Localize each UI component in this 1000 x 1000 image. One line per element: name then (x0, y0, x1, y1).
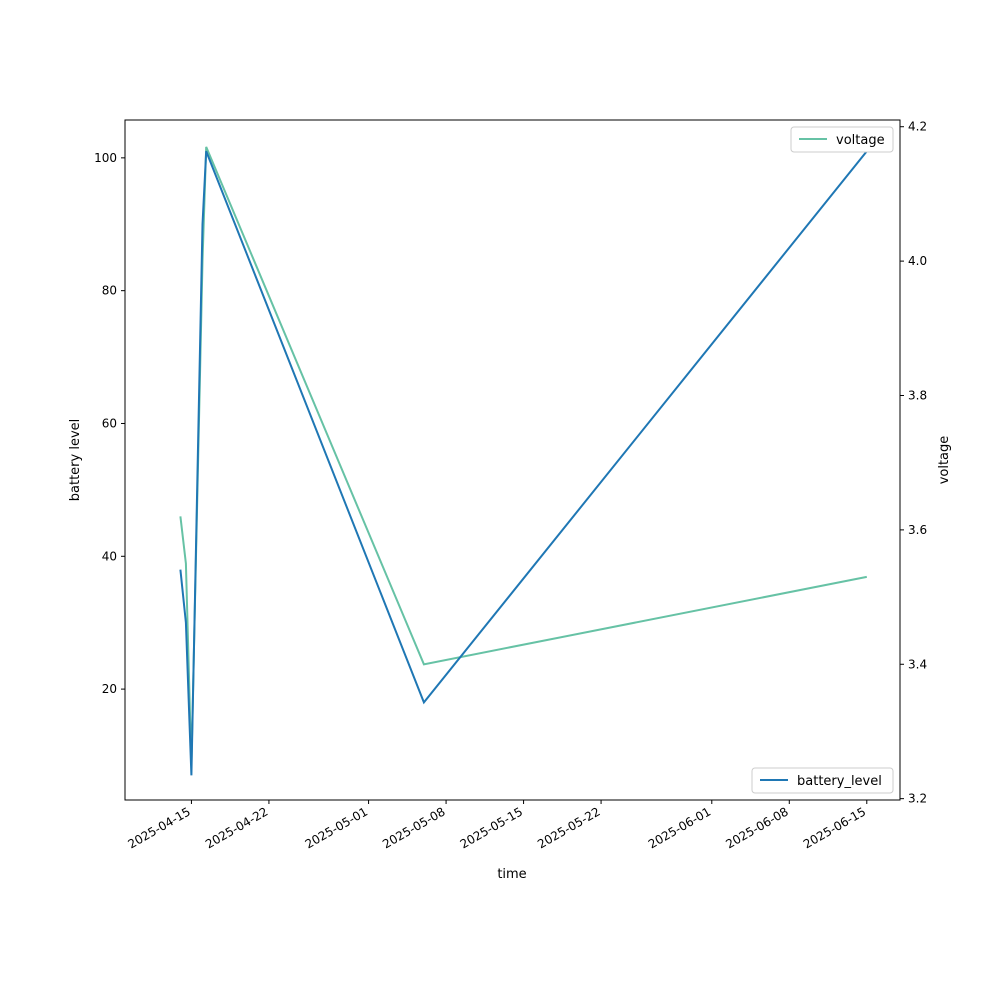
plot-area (124, 119, 901, 801)
x-tick-label: 2025-04-22 (203, 804, 270, 851)
y-left-tick-label: 100 (94, 151, 117, 165)
x-axis-label: time (497, 867, 526, 882)
x-tick-label: 2025-05-01 (303, 804, 370, 851)
y-axis-left-label: battery level (68, 419, 83, 502)
y-right-tick-label: 3.8 (908, 388, 927, 402)
x-tick-label: 2025-06-08 (723, 804, 790, 851)
y-axis-right: 3.2 3.4 3.6 3.8 4.0 4.2 (900, 120, 927, 806)
legend-voltage-frame (790, 126, 894, 153)
y-left-tick-label: 40 (102, 549, 117, 563)
legend-voltage-label: voltage (836, 133, 885, 148)
x-tick-label: 2025-05-22 (535, 804, 602, 851)
y-left-tick-label: 60 (102, 416, 117, 430)
y-axis-right-label: voltage (937, 436, 952, 485)
x-tick-label: 2025-05-08 (380, 804, 447, 851)
x-axis: 2025-04-15 2025-04-22 2025-05-01 2025-05-08… (126, 800, 868, 851)
x-tick-label: 2025-05-15 (458, 804, 525, 851)
x-tick-label: 2025-06-15 (801, 804, 868, 851)
series-layer (179, 146, 868, 776)
legend-battery-level: battery_level (751, 767, 894, 794)
y-right-tick-label: 3.6 (908, 523, 927, 537)
x-tick-label: 2025-06-01 (646, 804, 713, 851)
series-line-battery-level (179, 150, 868, 776)
y-right-tick-label: 3.2 (908, 792, 927, 806)
y-left-tick-label: 20 (102, 682, 117, 696)
y-right-tick-label: 3.4 (908, 657, 927, 671)
x-tick-label: 2025-04-15 (126, 804, 193, 851)
y-right-tick-label: 4.0 (908, 254, 927, 268)
y-axis-left: 20 40 60 80 100 (94, 151, 125, 696)
y-right-tick-label: 4.2 (908, 120, 927, 134)
y-left-tick-label: 80 (102, 284, 117, 298)
legend-battery-level-label: battery_level (797, 774, 882, 789)
legend-voltage: voltage (790, 126, 894, 153)
legend-battery-level-frame (751, 767, 894, 794)
